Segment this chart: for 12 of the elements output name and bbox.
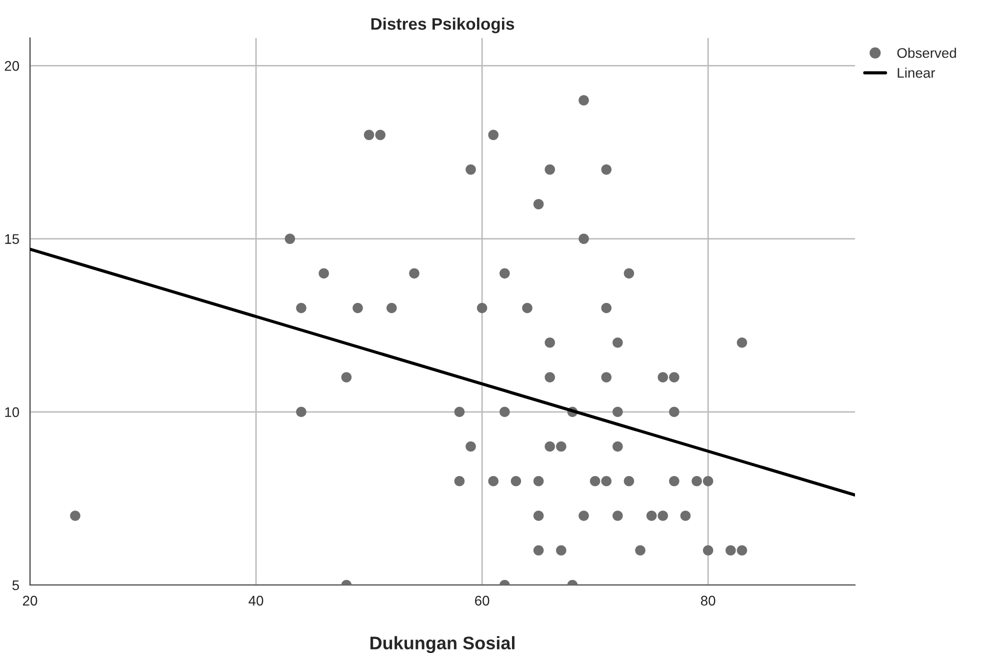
x-tick-label: 40 [248,596,264,606]
y-tick-label: 5 [12,580,19,590]
legend-label: Observed [897,48,956,58]
x-tick-label: 80 [700,596,716,606]
x-axis-title: Dukungan Sosial [370,636,514,653]
legend-label: Linear [898,68,936,78]
y-tick-label: 20 [4,61,20,71]
x-tick-label: 60 [475,596,490,606]
chart-title: Distres Psikologis [371,18,514,34]
y-tick-label: 10 [5,407,20,418]
x-tick-label: 20 [22,596,38,606]
y-tick-label: 15 [5,234,20,244]
